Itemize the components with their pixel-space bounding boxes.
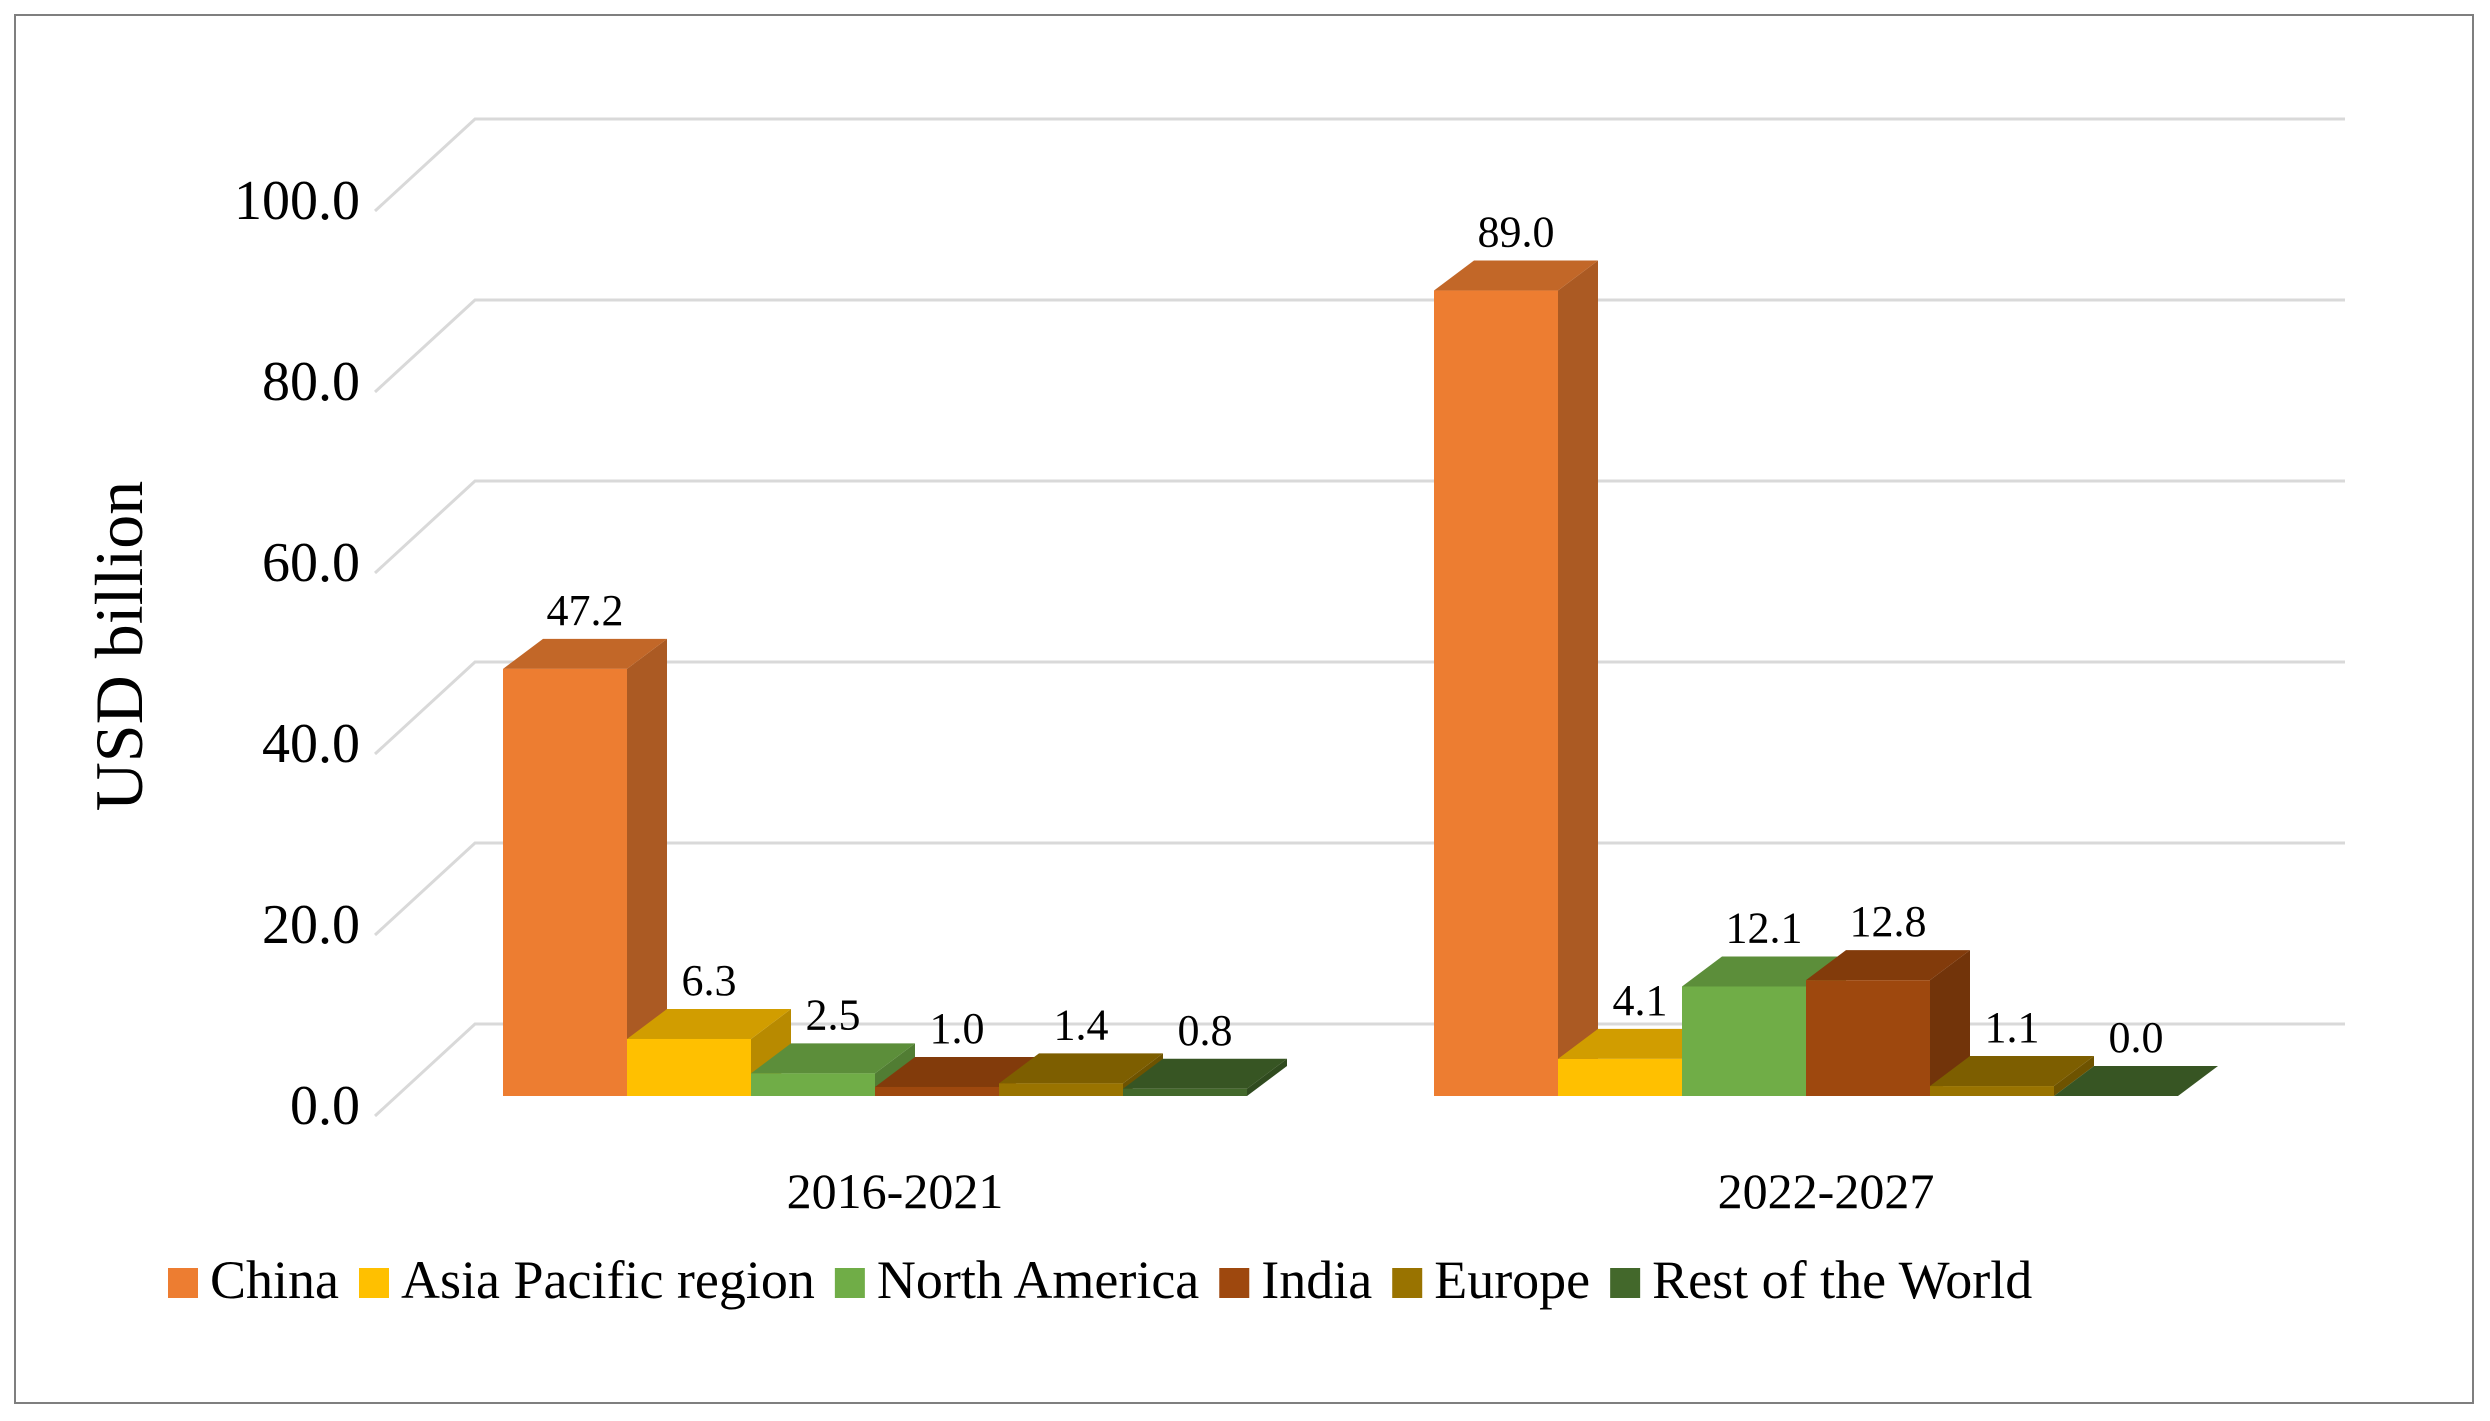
bar-front bbox=[1806, 980, 1930, 1096]
y-tick-label: 0.0 bbox=[290, 1075, 360, 1137]
data-label: 0.0 bbox=[2109, 1013, 2164, 1062]
gridlines bbox=[373, 117, 2345, 1118]
bar-top bbox=[1558, 1028, 1722, 1059]
data-labels: 47.2 6.3 2.5 1.0 1.4 0.8 89.0 4.1 12.1 12.8 1.1 0.0 bbox=[547, 208, 2164, 1062]
legend-label: Europe bbox=[1434, 1250, 1590, 1310]
gridline bbox=[373, 117, 2345, 213]
gridline bbox=[373, 660, 2345, 756]
legend-label: Asia Pacific region bbox=[401, 1250, 815, 1310]
legend-item: Europe bbox=[1392, 1250, 1590, 1310]
bar bbox=[627, 1008, 791, 1096]
legend-label: India bbox=[1261, 1250, 1372, 1310]
category-label: 2016-2021 bbox=[787, 1163, 1004, 1219]
legend-swatch bbox=[1610, 1268, 1641, 1298]
legend-swatch bbox=[168, 1268, 198, 1298]
y-axis-ticks: 0.0 20.0 40.0 60.0 80.0 100.0 bbox=[234, 170, 360, 1137]
bar-front bbox=[1434, 290, 1558, 1096]
bar-front bbox=[1930, 1086, 2054, 1096]
data-label: 1.0 bbox=[930, 1004, 985, 1053]
category-label: 2022-2027 bbox=[1718, 1163, 1935, 1219]
bar-front bbox=[503, 668, 627, 1096]
legend-label: Rest of the World bbox=[1652, 1250, 2032, 1310]
bar-front bbox=[875, 1086, 999, 1096]
data-label: 4.1 bbox=[1613, 976, 1668, 1025]
bar bbox=[1123, 1058, 1287, 1096]
bar-front bbox=[999, 1083, 1123, 1096]
data-label: 1.1 bbox=[1985, 1003, 2040, 1052]
bar-top bbox=[1682, 956, 1846, 987]
data-label: 89.0 bbox=[1478, 208, 1555, 257]
bar-top bbox=[503, 638, 667, 669]
bar bbox=[1806, 950, 1970, 1096]
legend-swatch bbox=[1392, 1268, 1423, 1298]
bar-side bbox=[1930, 950, 1970, 1096]
y-tick-label: 40.0 bbox=[262, 713, 360, 775]
bar bbox=[2054, 1066, 2218, 1096]
bar bbox=[1434, 260, 1598, 1096]
bar bbox=[751, 1043, 915, 1096]
bar-side bbox=[1558, 260, 1598, 1096]
bar-side bbox=[2054, 1056, 2094, 1096]
bar-top bbox=[875, 1056, 1039, 1087]
bar-top bbox=[627, 1008, 791, 1039]
bar-top bbox=[2054, 1066, 2218, 1096]
legend-item: Asia Pacific region bbox=[359, 1250, 815, 1310]
bar-top bbox=[1930, 1056, 2094, 1087]
legend-item: India bbox=[1219, 1250, 1372, 1310]
data-label: 47.2 bbox=[547, 586, 624, 635]
bar-front bbox=[627, 1038, 751, 1096]
bar-front bbox=[751, 1073, 875, 1096]
bar-side bbox=[627, 638, 667, 1096]
bar bbox=[503, 638, 667, 1096]
data-label: 12.1 bbox=[1726, 903, 1803, 952]
bar-front bbox=[1682, 986, 1806, 1096]
y-tick-label: 60.0 bbox=[262, 532, 360, 594]
legend-swatch bbox=[834, 1268, 865, 1298]
y-tick-label: 100.0 bbox=[234, 170, 360, 232]
legend-item: China bbox=[168, 1250, 339, 1310]
bar-front bbox=[1558, 1058, 1682, 1096]
bar bbox=[1930, 1056, 2094, 1096]
legend-label: North America bbox=[877, 1250, 1199, 1310]
y-tick-label: 80.0 bbox=[262, 351, 360, 413]
x-axis-categories: 2016-2021 2022-2027 bbox=[787, 1163, 1935, 1219]
gridline bbox=[373, 479, 2345, 575]
bar-top bbox=[1806, 950, 1970, 981]
data-label: 0.8 bbox=[1178, 1006, 1233, 1055]
bar-side bbox=[1247, 1058, 1287, 1096]
legend-item: Rest of the World bbox=[1610, 1250, 2032, 1310]
bar-front bbox=[1123, 1088, 1247, 1096]
legend-swatch bbox=[359, 1268, 389, 1298]
bar-top bbox=[751, 1043, 915, 1074]
bar-top bbox=[1434, 260, 1598, 291]
legend-label: China bbox=[210, 1250, 339, 1310]
bars bbox=[503, 260, 2218, 1096]
data-label: 2.5 bbox=[806, 990, 861, 1039]
legend-swatch bbox=[1219, 1268, 1250, 1298]
legend: China Asia Pacific region North America Ind… bbox=[168, 1250, 2032, 1310]
gridline bbox=[373, 841, 2345, 937]
legend-item: North America bbox=[834, 1250, 1199, 1310]
data-label: 6.3 bbox=[682, 956, 737, 1005]
y-axis-label: USD billion bbox=[81, 481, 157, 812]
gridline bbox=[373, 298, 2345, 394]
y-tick-label: 20.0 bbox=[262, 894, 360, 956]
data-label: 12.8 bbox=[1850, 897, 1927, 946]
bar-top bbox=[1123, 1058, 1287, 1089]
bar-top bbox=[999, 1053, 1163, 1084]
data-label: 1.4 bbox=[1054, 1000, 1109, 1049]
